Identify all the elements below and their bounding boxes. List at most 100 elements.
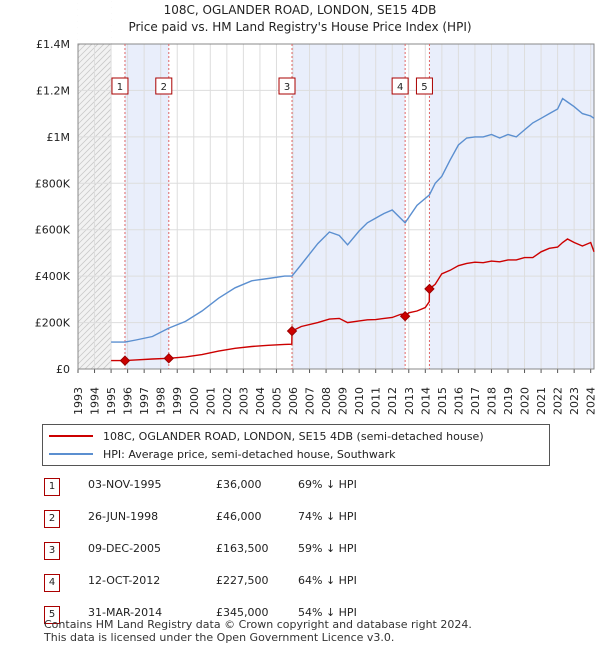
x-tick-label: 1998 xyxy=(155,387,168,415)
x-tick-label: 2004 xyxy=(254,387,267,415)
x-tick-label: 2020 xyxy=(519,387,532,415)
x-tick-label: 2006 xyxy=(287,387,300,415)
x-tick-label: 2000 xyxy=(188,387,201,415)
x-tick-label: 2018 xyxy=(485,387,498,415)
x-tick-label: 2023 xyxy=(568,387,581,415)
sale-date: 03-NOV-1995 xyxy=(88,478,162,491)
x-tick-label: 1999 xyxy=(171,387,184,415)
ownership-band xyxy=(429,44,594,369)
sale-number-badge: 5 xyxy=(44,606,60,624)
x-tick-label: 2016 xyxy=(452,387,465,415)
x-tick-label: 1993 xyxy=(72,387,85,415)
sale-number-badge: 4 xyxy=(44,574,60,592)
sale-label-number: 4 xyxy=(397,82,403,93)
sale-price: £163,500 xyxy=(216,542,269,555)
sale-hpi-diff: 59% ↓ HPI xyxy=(298,542,357,555)
x-tick-label: 1996 xyxy=(122,387,135,415)
x-tick-label: 2024 xyxy=(585,387,598,415)
sale-label-number: 2 xyxy=(161,82,167,93)
table-row: 3 09-DEC-2005 £163,500 59% ↓ HPI xyxy=(42,539,562,560)
x-tick-label: 2012 xyxy=(386,387,399,415)
x-tick-label: 2015 xyxy=(436,387,449,415)
x-tick-label: 2017 xyxy=(469,387,482,415)
x-tick-label: 2019 xyxy=(502,387,515,415)
sale-label-box xyxy=(278,77,296,95)
table-row: 1 03-NOV-1995 £36,000 69% ↓ HPI xyxy=(42,475,562,496)
x-tick-label: 2007 xyxy=(304,387,317,415)
sale-hpi-diff: 54% ↓ HPI xyxy=(298,606,357,619)
x-tick-label: 2022 xyxy=(552,387,565,415)
legend-item-hpi: HPI: Average price, semi-detached house,… xyxy=(43,445,395,463)
footer-credits: Contains HM Land Registry data © Crown c… xyxy=(44,618,472,644)
sale-point xyxy=(399,310,411,322)
table-row: 4 12-OCT-2012 £227,500 64% ↓ HPI xyxy=(42,571,562,592)
legend-property-label: 108C, OGLANDER ROAD, LONDON, SE15 4DB (s… xyxy=(103,429,484,443)
price-chart: 108C, OGLANDER ROAD, LONDON, SE15 4DB Pr… xyxy=(34,0,598,420)
y-tick-label: £800K xyxy=(35,177,71,190)
sale-date: 31-MAR-2014 xyxy=(88,606,163,619)
sale-point xyxy=(424,283,435,295)
plot-frame xyxy=(77,43,595,370)
sale-date: 26-JUN-1998 xyxy=(88,510,159,523)
sale-label-box xyxy=(155,77,173,95)
y-tick-label: £1.2M xyxy=(36,84,70,97)
sale-date: 09-DEC-2005 xyxy=(88,542,162,555)
sale-point xyxy=(286,325,298,337)
series-line-hpi xyxy=(111,97,595,343)
sale-label-box xyxy=(111,77,129,95)
sale-price: £46,000 xyxy=(216,510,262,523)
y-tick-label: £1.4M xyxy=(36,38,70,51)
y-tick-label: £200K xyxy=(35,317,71,330)
ownership-band xyxy=(124,44,169,369)
hatch-mask-bottom xyxy=(78,369,112,420)
sale-point xyxy=(119,355,131,366)
x-tick-label: 2011 xyxy=(370,387,383,415)
x-tick-label: 2021 xyxy=(535,387,548,415)
hatch-mask-top xyxy=(78,0,112,44)
legend-hpi-line xyxy=(49,453,93,455)
y-tick-label: £1M xyxy=(47,131,71,144)
legend-hpi-label: HPI: Average price, semi-detached house,… xyxy=(103,447,396,461)
sale-label-box xyxy=(415,77,433,95)
table-row: 2 26-JUN-1998 £46,000 74% ↓ HPI xyxy=(42,507,562,528)
x-tick-label: 1995 xyxy=(105,387,118,415)
table-row: 5 31-MAR-2014 £345,000 54% ↓ HPI xyxy=(42,603,562,624)
x-tick-label: 2013 xyxy=(403,387,416,415)
y-tick-label: £600K xyxy=(35,224,71,237)
footer-copyright: Contains HM Land Registry data © Crown c… xyxy=(44,618,472,631)
x-tick-label: 2001 xyxy=(204,387,217,415)
chart-title: 108C, OGLANDER ROAD, LONDON, SE15 4DB xyxy=(164,3,437,17)
y-tick-label: £400K xyxy=(35,270,71,283)
sale-number-badge: 3 xyxy=(44,542,60,560)
legend-property-line xyxy=(49,435,93,437)
x-tick-label: 2008 xyxy=(320,387,333,415)
sale-number-badge: 1 xyxy=(44,478,60,496)
chart-subtitle: Price paid vs. HM Land Registry's House … xyxy=(128,20,471,34)
footer-licence: This data is licensed under the Open Gov… xyxy=(44,631,395,644)
sale-label-box xyxy=(391,77,409,95)
x-tick-label: 2005 xyxy=(270,387,283,415)
x-tick-label: 2009 xyxy=(337,387,350,415)
sale-price: £36,000 xyxy=(216,478,262,491)
sale-label-number: 3 xyxy=(284,82,290,93)
x-tick-label: 2003 xyxy=(237,387,250,415)
sale-hpi-diff: 64% ↓ HPI xyxy=(298,574,357,587)
x-tick-label: 2002 xyxy=(221,387,234,415)
legend: 108C, OGLANDER ROAD, LONDON, SE15 4DB (s… xyxy=(42,424,550,466)
sale-hpi-diff: 74% ↓ HPI xyxy=(298,510,357,523)
x-tick-label: 1994 xyxy=(89,387,102,415)
y-tick-label: £0 xyxy=(56,363,70,376)
sale-point xyxy=(163,353,175,364)
ownership-band xyxy=(292,44,406,369)
x-tick-label: 2010 xyxy=(353,387,366,415)
sale-date: 12-OCT-2012 xyxy=(88,574,161,587)
sale-hpi-diff: 69% ↓ HPI xyxy=(298,478,357,491)
sale-price: £345,000 xyxy=(216,606,269,619)
x-tick-label: 2014 xyxy=(419,387,432,415)
legend-item-property: 108C, OGLANDER ROAD, LONDON, SE15 4DB (s… xyxy=(43,427,484,445)
sale-label-number: 5 xyxy=(421,82,427,93)
sale-price: £227,500 xyxy=(216,574,269,587)
sale-label-number: 1 xyxy=(117,82,123,93)
x-tick-label: 1997 xyxy=(138,387,151,415)
